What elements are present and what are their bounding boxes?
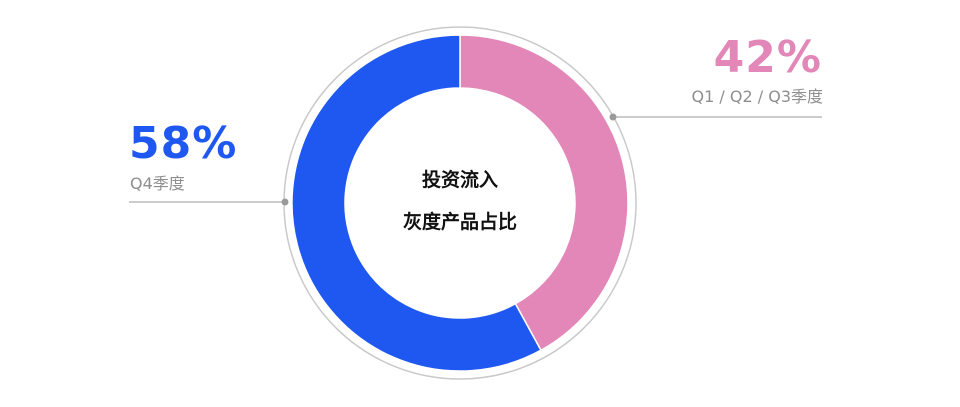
slice-name-label-q1-q3: Q1 / Q2 / Q3季度 [691, 87, 823, 106]
donut-slice-0 [459, 34, 629, 352]
donut-slice-1 [291, 34, 542, 372]
slice-name-label-q4: Q4季度 [130, 174, 185, 193]
slice-percent-label-q1-q3: 42% [713, 32, 822, 83]
slice-percent-label-q4: 58% [129, 118, 238, 169]
leader-dot-q4 [281, 198, 289, 206]
center-title-line-2: 灰度产品占比 [402, 211, 517, 233]
leader-dot-q1-q3 [609, 113, 617, 121]
donut-center-title: 投资流入 灰度产品占比 [360, 166, 560, 250]
center-title-line-1: 投资流入 [421, 169, 498, 191]
